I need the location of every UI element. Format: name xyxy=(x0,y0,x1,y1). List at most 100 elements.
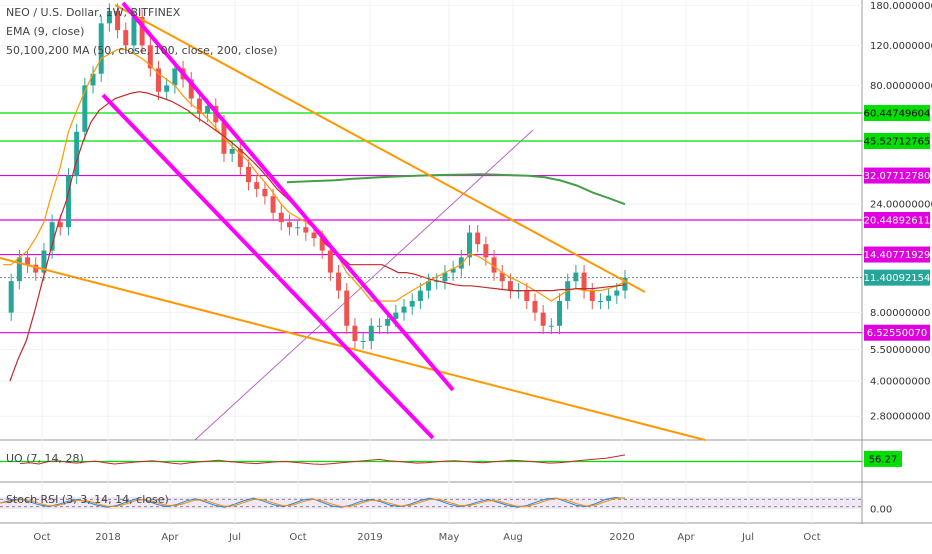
candle-body xyxy=(467,232,472,258)
candle-body xyxy=(49,222,55,251)
stoch-legend: Stoch RSI (3, 3, 14, 14, close) xyxy=(6,493,169,506)
level-label-box xyxy=(864,324,930,341)
candle-body xyxy=(172,68,178,86)
price-tick-label: 80.00000000 xyxy=(870,81,932,92)
candle-body xyxy=(25,257,31,265)
candle-body xyxy=(90,73,96,86)
candle-body xyxy=(426,281,432,291)
candle-body xyxy=(319,238,325,251)
price-tick-label: 8.00000000 xyxy=(870,308,930,319)
level-label: 45.52712765 xyxy=(864,136,931,147)
candle-body xyxy=(98,23,104,74)
ma-legend: 50,100,200 MA (50, close, 100, close, 20… xyxy=(6,44,278,57)
candle-body xyxy=(606,295,612,301)
candle-body xyxy=(401,306,407,313)
x-tick-label: Apr xyxy=(677,532,695,543)
level-label-box xyxy=(864,167,930,184)
candle-body xyxy=(540,312,546,326)
candle-body xyxy=(573,272,579,282)
candle-body xyxy=(33,264,39,273)
candle-body xyxy=(327,250,333,273)
candle-body xyxy=(557,300,563,326)
level-label: 32.07712780 xyxy=(864,171,931,182)
uo-value-label: 56.27 xyxy=(869,454,898,465)
candle-body xyxy=(589,290,595,301)
x-tick-label: Jul xyxy=(741,532,754,543)
candle-body xyxy=(164,85,170,92)
candle-body xyxy=(352,325,358,341)
candle-body xyxy=(442,272,448,282)
candle-body xyxy=(123,30,129,46)
candle-body xyxy=(336,272,342,291)
candle-body xyxy=(106,10,112,24)
candle-body xyxy=(524,290,530,301)
channel-line-lower xyxy=(101,93,435,440)
candle-body xyxy=(82,85,88,132)
candle-body xyxy=(188,79,194,99)
candle-body xyxy=(491,257,497,273)
candle-body xyxy=(499,272,505,282)
candle-body xyxy=(8,281,14,313)
candle-body xyxy=(434,281,440,283)
ma200-line xyxy=(286,173,626,206)
upper-trend-line xyxy=(114,4,646,293)
level-label-box xyxy=(864,105,930,122)
candle-body xyxy=(622,277,628,291)
x-tick-label: Oct xyxy=(803,532,820,543)
price-tick-label: 4.00000000 xyxy=(870,377,930,388)
symbol-title: NEO / U.S. Dollar, 1W, BITFINEX xyxy=(6,6,181,19)
candle-body xyxy=(614,290,620,296)
candle-body xyxy=(196,98,202,114)
candle-body xyxy=(74,131,80,176)
price-tick-label: 180.00000000 xyxy=(870,1,932,12)
candle-body xyxy=(385,318,391,326)
candle-body xyxy=(139,16,145,46)
uo-value-box xyxy=(864,450,902,467)
candle-body xyxy=(16,257,22,282)
candle-body xyxy=(475,232,481,245)
x-tick-label: Aug xyxy=(503,532,523,543)
x-tick-label: 2018 xyxy=(95,532,120,543)
candle-body xyxy=(65,175,71,228)
candle-body xyxy=(548,325,554,327)
x-tick-label: May xyxy=(439,532,460,543)
price-tick-label: 2.80000000 xyxy=(870,412,930,423)
candle-body xyxy=(246,166,252,183)
candle-body xyxy=(303,227,309,233)
candle-body xyxy=(360,340,366,342)
candle-body xyxy=(344,290,350,326)
candle-body xyxy=(458,257,464,269)
level-label: 60.44749604 xyxy=(864,109,931,120)
candle-body xyxy=(278,212,284,223)
candle-body xyxy=(41,250,47,273)
candle-body xyxy=(262,188,268,197)
candle-body xyxy=(131,16,137,46)
candle-body xyxy=(393,312,399,319)
candle-body xyxy=(205,105,211,114)
candle-body xyxy=(115,10,121,31)
candle-body xyxy=(450,268,456,273)
candle-body xyxy=(532,300,538,313)
last-price-box xyxy=(864,269,930,286)
level-label-box xyxy=(864,246,930,263)
x-tick-label: Apr xyxy=(161,532,179,543)
uo-legend: UO (7, 14, 28) xyxy=(6,452,84,465)
candle-body xyxy=(295,227,301,229)
candle-body xyxy=(270,196,276,213)
candle-body xyxy=(286,222,292,228)
candle-body xyxy=(376,325,382,327)
candle-body xyxy=(57,222,63,228)
candle-body xyxy=(581,272,587,291)
candle-body xyxy=(147,45,153,69)
last-price-label: 11.40092154 xyxy=(864,273,931,284)
candle-body xyxy=(483,244,489,258)
candle-body xyxy=(597,300,603,302)
price-tick-label: 5.50000000 xyxy=(870,345,930,356)
ema-legend: EMA (9, close) xyxy=(6,25,85,38)
candle-body xyxy=(254,182,260,189)
price-tick-label: 24.00000000 xyxy=(870,200,932,211)
candle-body xyxy=(237,148,243,167)
lower-trend-line xyxy=(0,257,706,441)
